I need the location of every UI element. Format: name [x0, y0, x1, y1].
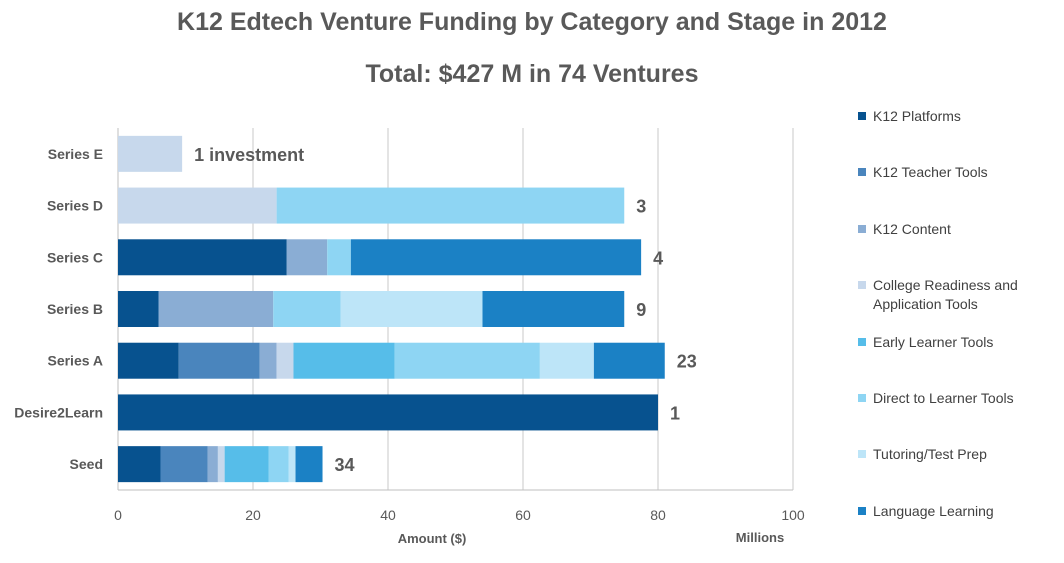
bar-total-label: 9 — [636, 300, 646, 320]
x-axis-unit: Millions — [736, 530, 784, 545]
legend-item: Direct to Learner Tools — [858, 389, 1053, 408]
bar-segment — [118, 446, 161, 483]
bar-segment — [224, 446, 269, 483]
legend-swatch — [858, 394, 866, 402]
category-label: Desire2Learn — [14, 404, 103, 420]
legend-item: K12 Content — [858, 220, 1053, 239]
bar-segment — [158, 291, 274, 327]
bar-segment — [340, 291, 483, 327]
bar-segment — [259, 342, 277, 379]
legend-label: College Readiness and Application Tools — [873, 277, 1018, 313]
category-label: Series B — [47, 301, 103, 317]
legend-label: Tutoring/Test Prep — [873, 446, 987, 463]
bar-segment — [118, 135, 183, 172]
bar-segment — [276, 342, 294, 379]
legend-swatch — [858, 506, 866, 515]
legend-label: K12 Content — [873, 220, 951, 237]
chart-title: K12 Edtech Venture Funding by Category a… — [177, 8, 887, 36]
bar-total-label: 1 — [670, 403, 680, 423]
legend-swatch — [858, 168, 866, 177]
bar-segment — [482, 291, 625, 327]
bar-segment — [178, 342, 260, 379]
category-label: Series C — [47, 249, 103, 265]
x-tick-label: 0 — [114, 507, 122, 523]
bar-total-label: 1 investment — [194, 145, 304, 165]
bar-segment — [217, 446, 225, 483]
bar-segment — [293, 342, 395, 379]
category-label: Seed — [70, 456, 103, 472]
bar-segment — [539, 342, 594, 379]
bar-segment — [207, 446, 218, 483]
bar-segment — [268, 446, 289, 483]
legend-item: K12 Platforms — [858, 107, 1053, 126]
x-tick-label: 20 — [245, 507, 261, 523]
legend-item: College Readiness and Application Tools — [858, 276, 1053, 314]
bar-total-label: 34 — [335, 455, 355, 475]
category-label: Series D — [47, 198, 103, 214]
legend-swatch — [858, 224, 866, 233]
legend-item: Language Learning — [858, 502, 1053, 521]
bar-segment — [295, 446, 323, 483]
legend-swatch — [858, 337, 866, 346]
legend-swatch — [858, 281, 866, 290]
bar-segment — [118, 394, 658, 431]
x-tick-label: 40 — [380, 507, 396, 523]
legend-item: Early Learner Tools — [858, 333, 1053, 352]
bar-segment — [118, 187, 277, 224]
legend-label: K12 Platforms — [873, 108, 961, 124]
legend-swatch — [858, 450, 866, 459]
legend-label: Early Learner Tools — [873, 333, 994, 350]
legend-swatch — [858, 112, 866, 120]
bar-segment — [273, 291, 341, 327]
legend-label: Direct to Learner Tools — [873, 390, 1014, 406]
category-label: Series A — [47, 353, 103, 369]
bar-segment — [593, 342, 665, 379]
x-tick-label: 80 — [650, 507, 666, 523]
legend-item: K12 Teacher Tools — [858, 163, 1053, 182]
bar-segment — [118, 291, 159, 327]
chart-subtitle: Total: $427 M in 74 Ventures — [365, 60, 699, 88]
legend-item: Tutoring/Test Prep — [858, 445, 1053, 464]
category-label: Series E — [48, 146, 103, 162]
bar-total-label: 3 — [636, 197, 646, 217]
bar-total-label: 23 — [677, 352, 697, 372]
bar-segment — [394, 342, 540, 379]
bar-segment — [118, 239, 287, 276]
bar-segment — [350, 239, 642, 276]
x-axis-label: Amount ($) — [398, 531, 467, 546]
bar-segment — [286, 239, 328, 276]
bar-total-label: 4 — [653, 248, 663, 268]
bar-segment — [327, 239, 351, 276]
x-tick-label: 100 — [781, 507, 805, 523]
x-tick-label: 60 — [515, 507, 531, 523]
bar-segment — [276, 187, 625, 224]
bar-segment — [288, 446, 296, 483]
bar-segment — [160, 446, 208, 483]
legend-label: K12 Teacher Tools — [873, 164, 988, 181]
bar-segment — [118, 342, 179, 379]
legend-label: Language Learning — [873, 502, 994, 519]
